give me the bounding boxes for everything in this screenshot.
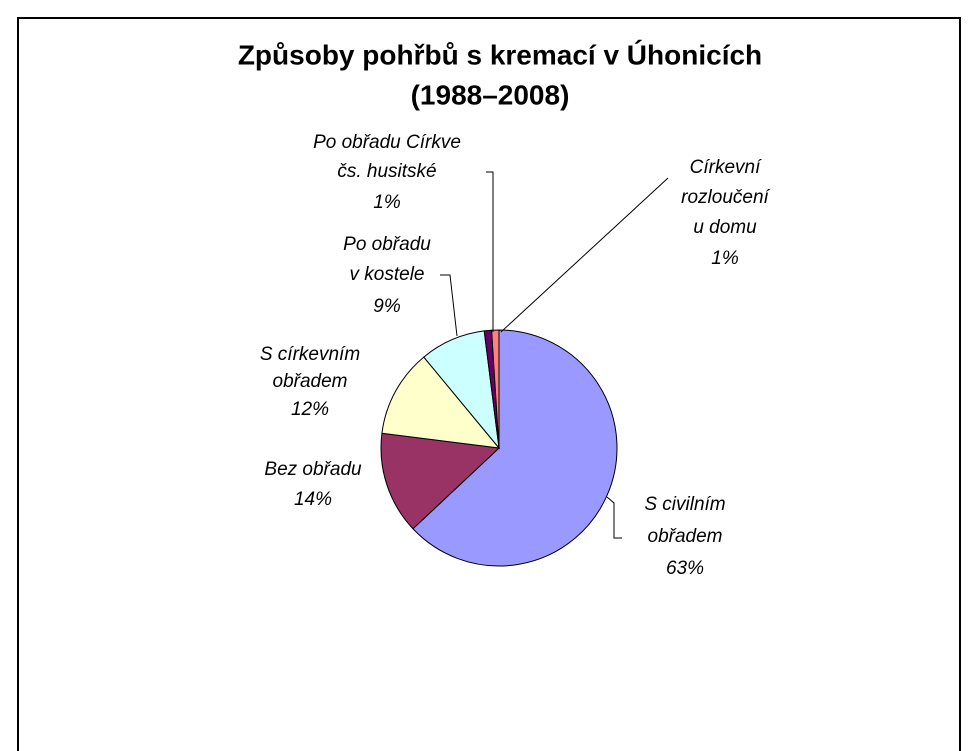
leader-line [440, 274, 458, 337]
leader-line [500, 177, 669, 333]
slice-label: Církevní [690, 157, 762, 178]
leader-line [606, 496, 622, 539]
slice-label: Po obřadu [343, 234, 431, 255]
slice-label: u domu [693, 217, 757, 238]
chart-title: (1988–2008) [411, 79, 570, 110]
slice-label: obřadem [648, 526, 723, 547]
pie-slice [381, 356, 501, 449]
chart-title: Způsoby pohřbů s kremací v Úhonicích [238, 39, 762, 70]
pie-slice [380, 432, 501, 530]
pie-slice [412, 329, 618, 567]
value-label: 9% [373, 296, 401, 317]
slice-label: S církevním [260, 344, 360, 365]
slice-label: Po obřadu Církve [313, 132, 461, 153]
slice-label: rozloučení [681, 187, 770, 208]
value-label: 63% [666, 558, 704, 579]
slice-label: čs. husitské [337, 161, 436, 182]
value-label: 12% [291, 399, 329, 420]
leader-line [486, 171, 494, 332]
slice-label: Bez obřadu [264, 459, 362, 480]
value-label: 1% [711, 248, 739, 269]
pie-slice [491, 329, 500, 449]
value-label: 14% [294, 489, 332, 510]
slice-label: obřadem [273, 371, 348, 392]
slice-label: v kostele [350, 264, 425, 285]
slice-label: S civilním [644, 494, 725, 515]
value-label: 1% [373, 192, 401, 213]
chart-frame [17, 17, 961, 751]
